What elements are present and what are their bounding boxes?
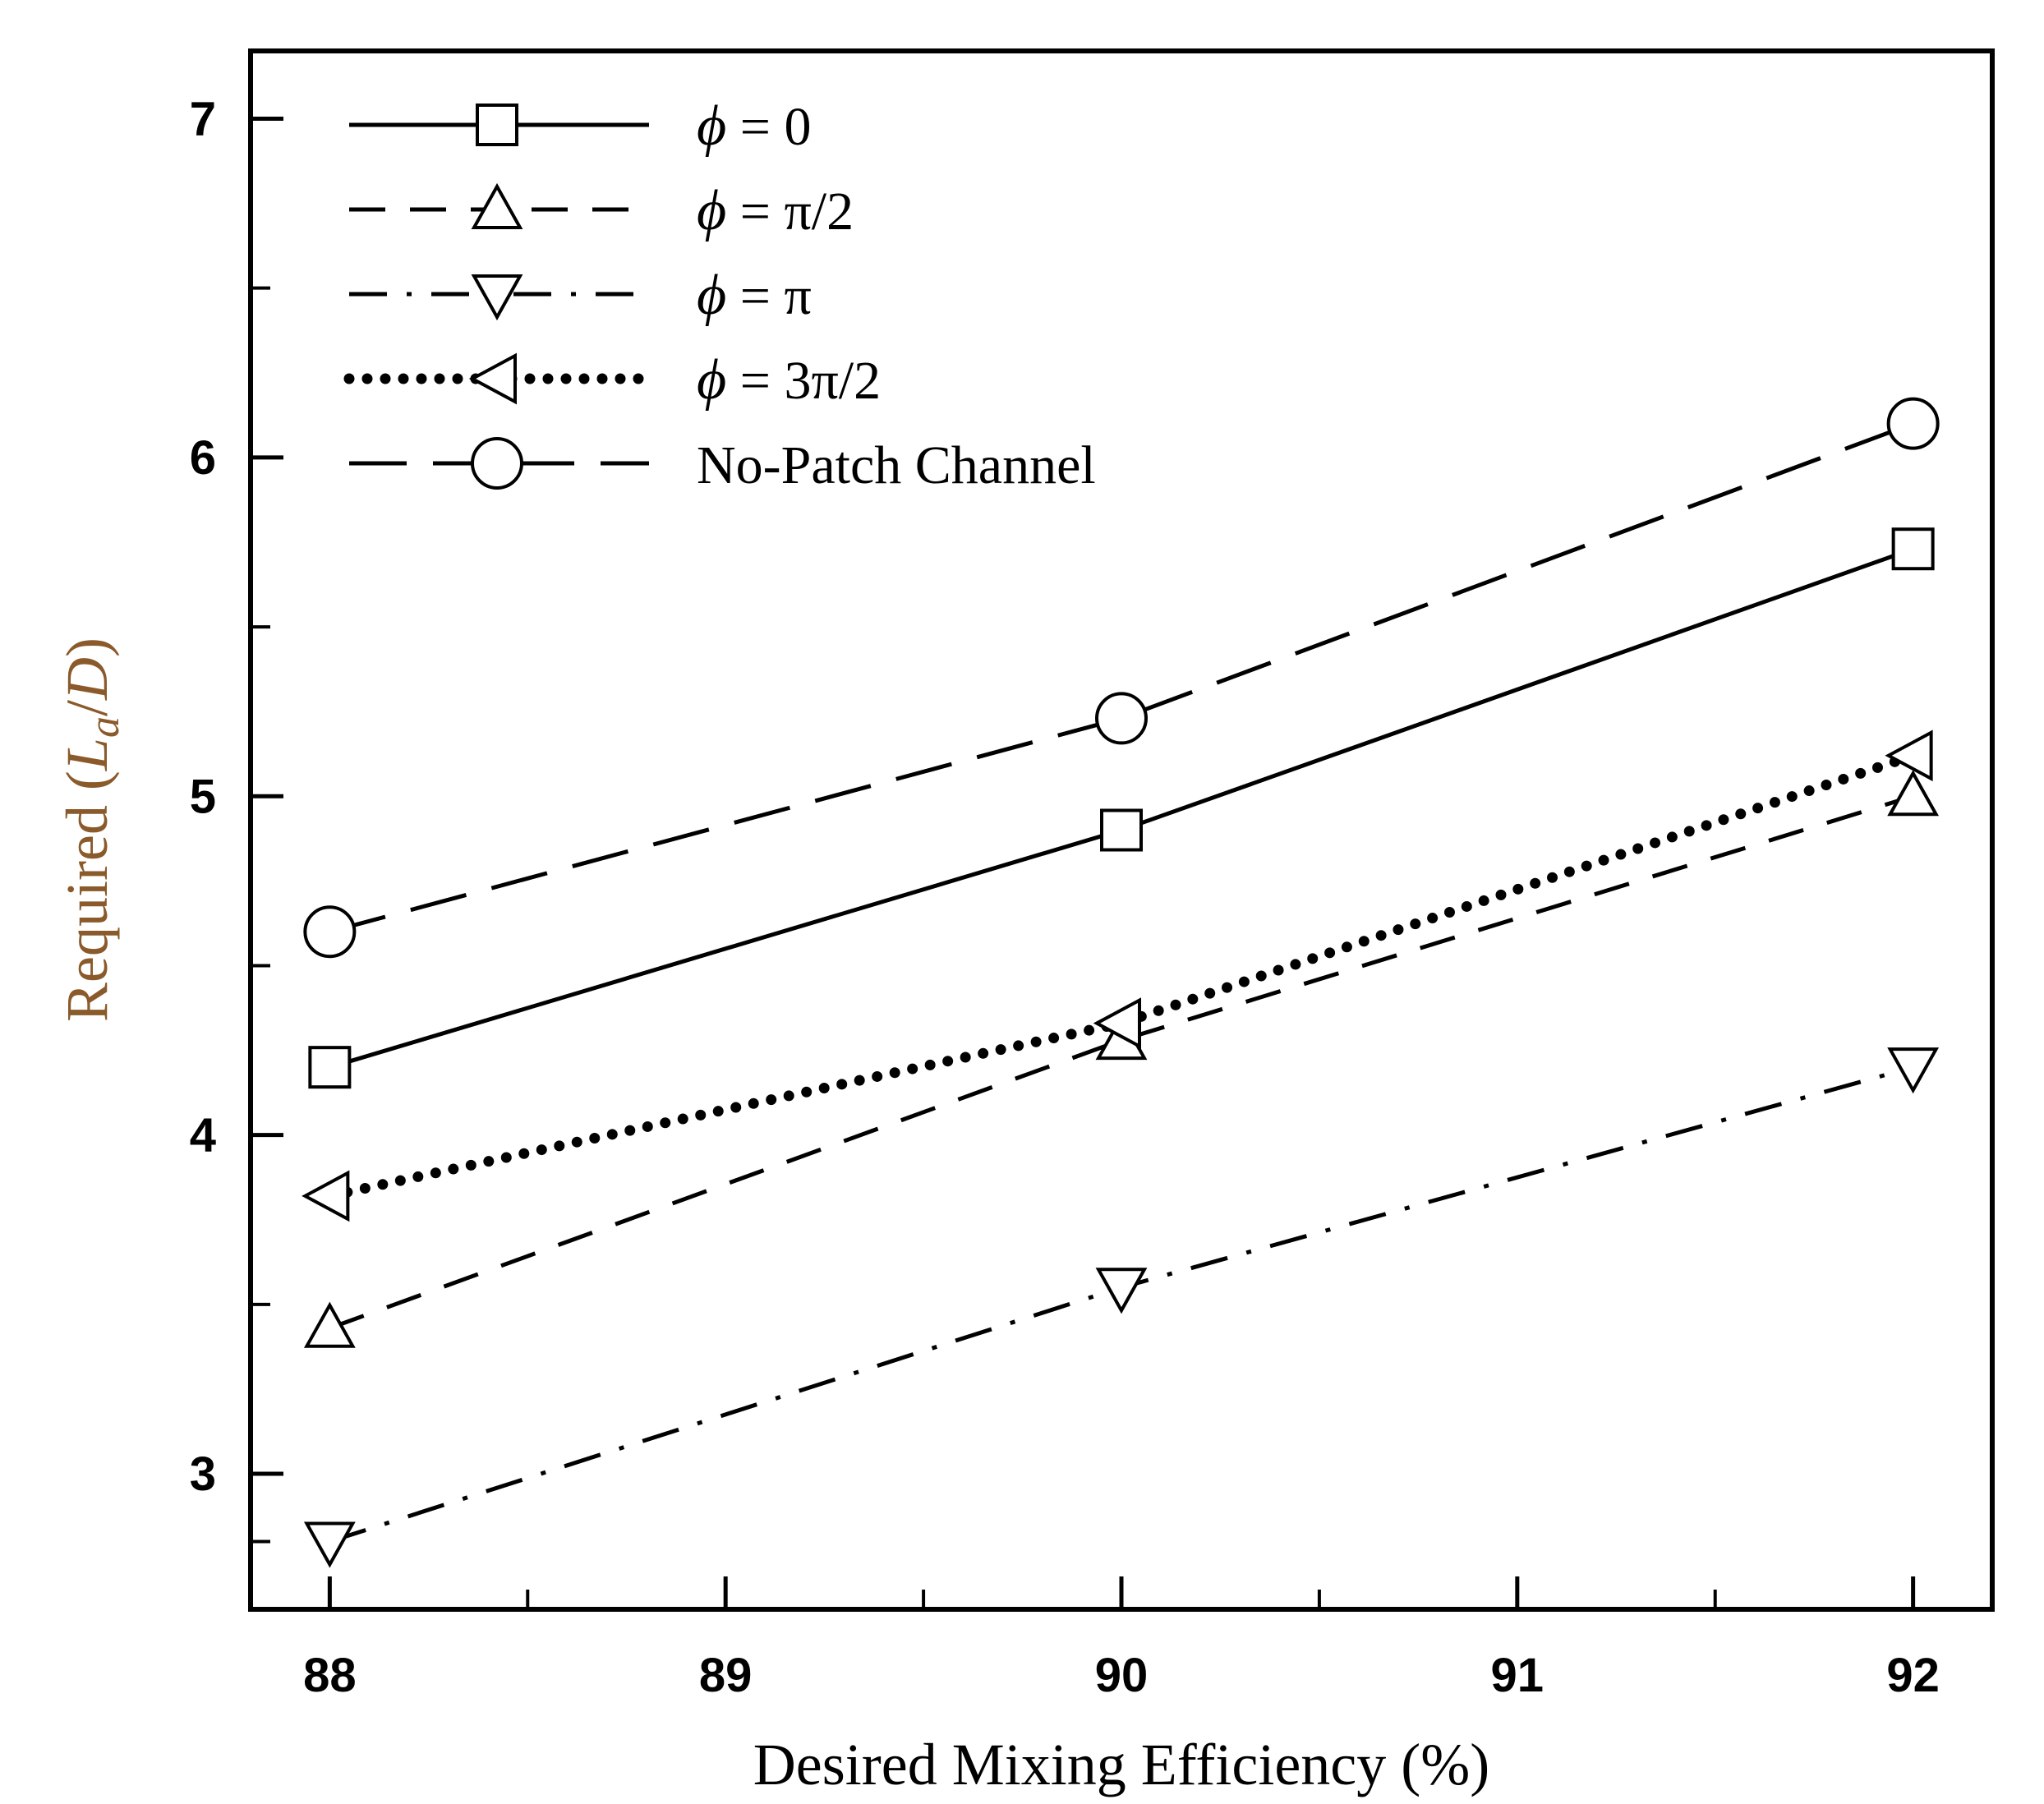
data-point-phi-pi xyxy=(1887,1047,1940,1094)
legend-item-phi-3pi-half: ϕ = 3π/2 xyxy=(343,348,881,412)
data-point-no-patch xyxy=(1095,692,1148,745)
legend-item-phi-pi-half: ϕ = π/2 xyxy=(349,179,854,242)
y-tick-label: 7 xyxy=(190,92,216,145)
legend-label-no-patch: No-Patch Channel xyxy=(697,435,1096,495)
legend-symbol: ϕ xyxy=(697,348,726,412)
axis-ticks: 3 4 5 6 7 88 89 90 91 92 xyxy=(190,92,1940,1702)
series-phi-pi-half xyxy=(303,770,1940,1348)
data-point-phi-3pi-half xyxy=(1093,997,1141,1049)
data-point-phi-pi xyxy=(1095,1268,1148,1314)
y-tick-label: 5 xyxy=(190,770,216,823)
series-line-phi-0 xyxy=(329,546,1914,1070)
legend-label-text: = 0 xyxy=(726,97,811,157)
series-phi-0 xyxy=(308,527,1935,1089)
legend-marker-phi-pi-half xyxy=(471,182,523,229)
series-line-phi-pi-half xyxy=(329,794,1914,1331)
data-point-phi-pi-half xyxy=(1887,770,1940,817)
series-line-no-patch xyxy=(329,421,1914,934)
legend-label-text: = π xyxy=(726,266,812,326)
legend-label-phi-0: ϕ = 0 xyxy=(697,94,811,158)
legend-label-text: = 3π/2 xyxy=(726,351,881,411)
y-axis-title-var: L xyxy=(54,738,120,771)
legend-marker-phi-3pi-half xyxy=(468,352,517,405)
data-point-phi-pi xyxy=(303,1521,356,1568)
data-point-phi-3pi-half xyxy=(302,1170,350,1222)
y-axis-title: Required (La/D) xyxy=(54,637,128,1022)
data-point-no-patch xyxy=(303,905,357,959)
y-tick-label: 6 xyxy=(190,431,216,485)
series-phi-pi xyxy=(303,1047,1940,1568)
y-axis-title-sub: a xyxy=(81,716,128,738)
legend-label-phi-pi: ϕ = π xyxy=(697,264,812,327)
legend: ϕ = 0ϕ = π/2ϕ = πϕ = 3π/2No-Patch Channe… xyxy=(343,94,1096,495)
legend-symbol: ϕ xyxy=(697,94,726,158)
legend-label-text: No-Patch Channel xyxy=(697,435,1096,495)
data-point-phi-0 xyxy=(308,1046,352,1089)
y-axis-title-den: D xyxy=(54,657,120,701)
x-tick-label: 92 xyxy=(1886,1649,1940,1702)
data-point-phi-0 xyxy=(1891,527,1935,571)
x-tick-label: 91 xyxy=(1491,1649,1545,1702)
data-point-no-patch xyxy=(1886,397,1940,450)
y-axis-title-prefix: Required xyxy=(54,805,120,1022)
legend-label-text: = π/2 xyxy=(726,182,854,242)
legend-item-phi-0: ϕ = 0 xyxy=(349,94,811,158)
legend-label-phi-3pi-half: ϕ = 3π/2 xyxy=(697,348,881,412)
y-tick-label: 4 xyxy=(190,1109,216,1162)
data-point-phi-0 xyxy=(1100,808,1143,852)
legend-label-phi-pi-half: ϕ = π/2 xyxy=(697,179,854,242)
legend-item-no-patch: No-Patch Channel xyxy=(349,435,1096,495)
data-point-phi-3pi-half xyxy=(1885,729,1933,782)
x-tick-label: 89 xyxy=(699,1649,753,1702)
legend-item-phi-pi: ϕ = π xyxy=(349,264,812,327)
x-axis-title: Desired Mixing Efficiency (%) xyxy=(753,1732,1489,1797)
x-tick-label: 88 xyxy=(303,1649,357,1702)
legend-symbol: ϕ xyxy=(697,179,726,242)
series-phi-3pi-half xyxy=(302,729,1933,1222)
series-no-patch xyxy=(303,397,1940,959)
y-tick-label: 3 xyxy=(190,1447,216,1501)
x-tick-label: 90 xyxy=(1095,1649,1149,1702)
legend-symbol: ϕ xyxy=(697,264,726,327)
data-point-phi-pi-half xyxy=(303,1301,356,1348)
legend-marker-phi-pi xyxy=(471,274,523,321)
legend-marker-phi-0 xyxy=(476,104,518,146)
series-layer xyxy=(302,397,1940,1568)
legend-marker-no-patch xyxy=(471,437,523,490)
